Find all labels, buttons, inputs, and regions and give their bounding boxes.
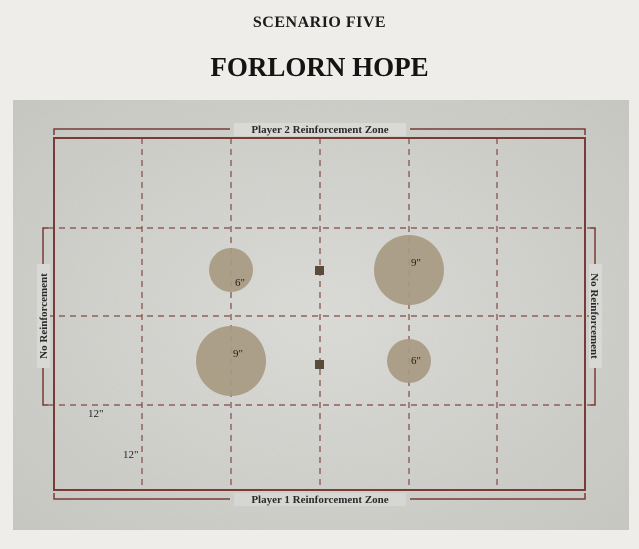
objective-label: 9" bbox=[411, 257, 421, 269]
scenario-number: SCENARIO FIVE bbox=[252, 14, 387, 31]
horizontal-measure-label: 12" bbox=[88, 408, 104, 420]
center-marker bbox=[315, 266, 324, 275]
grid-lines bbox=[48, 138, 590, 490]
vertical-measure-label: 12" bbox=[123, 449, 139, 461]
left-no-reinforcement-label: No Reinforcement bbox=[38, 273, 50, 359]
objective-circle bbox=[196, 326, 266, 396]
objective-circle bbox=[374, 235, 444, 305]
label-knockout bbox=[37, 264, 50, 368]
objective-areas bbox=[196, 235, 444, 396]
right-no-reinforcement-label: No Reinforcement bbox=[588, 273, 600, 359]
battlefield-surface bbox=[13, 100, 629, 530]
objective-label: 6" bbox=[235, 277, 245, 289]
objective-circle bbox=[209, 248, 253, 292]
label-knockout bbox=[234, 123, 406, 136]
label-knockout bbox=[234, 493, 406, 506]
top-reinforcement-zone-label: Player 2 Reinforcement Zone bbox=[251, 124, 388, 136]
objective-label: 9" bbox=[233, 348, 243, 360]
center-marker bbox=[315, 360, 324, 369]
objective-label: 6" bbox=[411, 355, 421, 367]
bottom-reinforcement-zone-label: Player 1 Reinforcement Zone bbox=[251, 494, 388, 506]
objective-circle bbox=[387, 339, 431, 383]
scenario-title: FORLORN HOPE bbox=[210, 52, 429, 82]
zone-brackets bbox=[42, 128, 596, 500]
label-knockout bbox=[589, 264, 602, 368]
